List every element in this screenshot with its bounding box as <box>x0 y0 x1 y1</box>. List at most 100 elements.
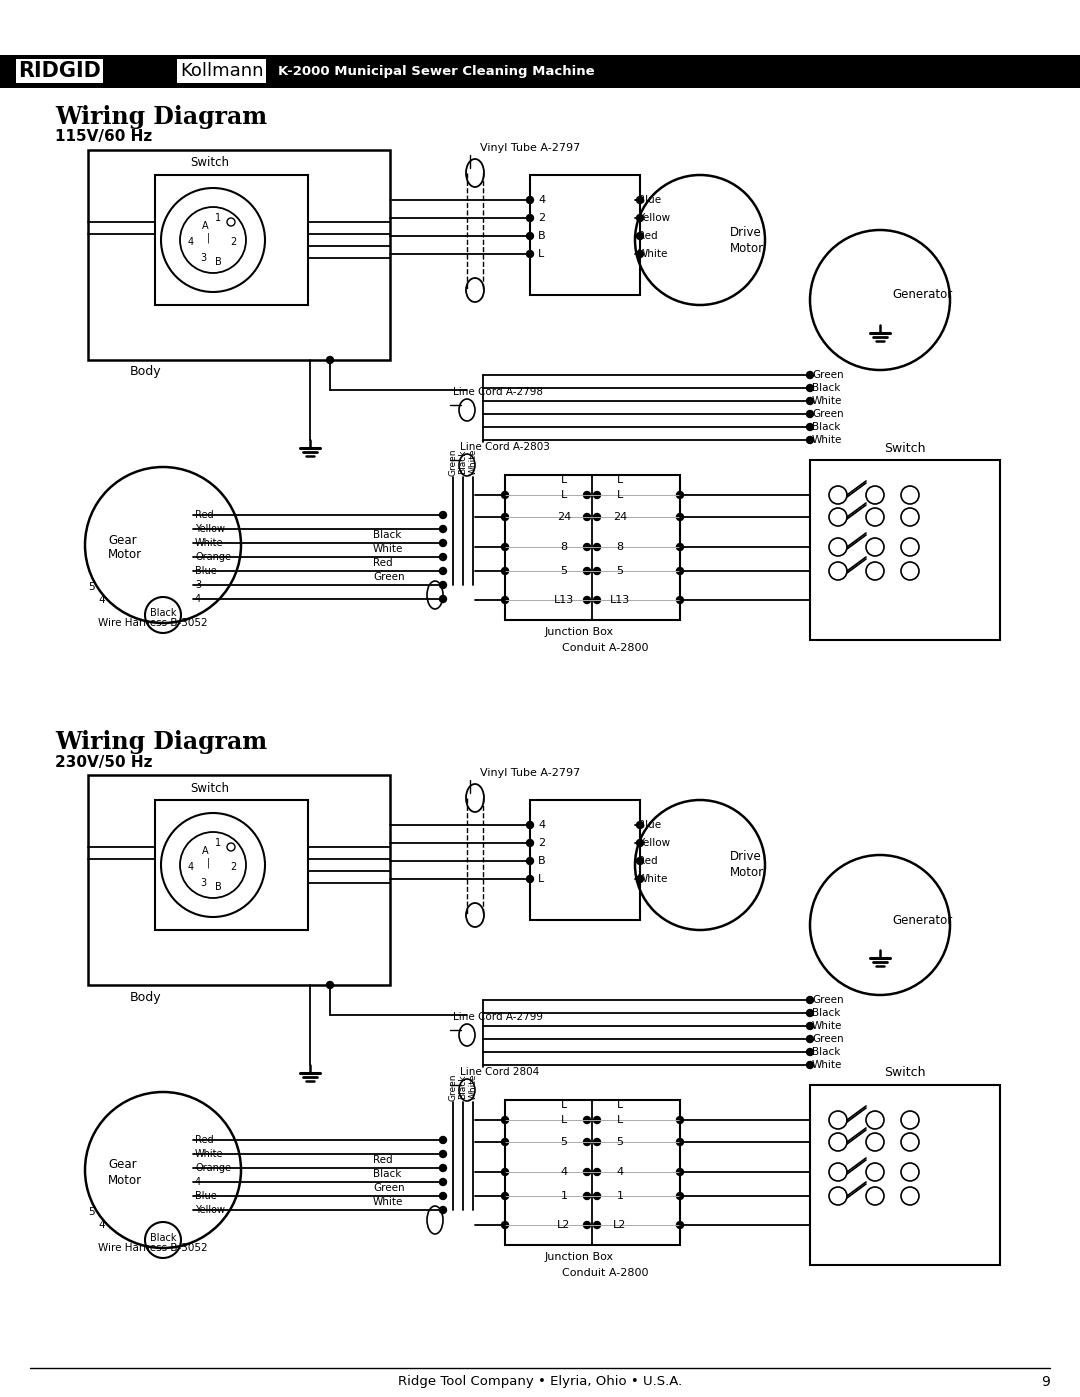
Circle shape <box>676 1168 684 1175</box>
Circle shape <box>583 1139 591 1146</box>
Text: Switch: Switch <box>190 156 229 169</box>
Text: Red: Red <box>638 231 658 242</box>
Circle shape <box>527 215 534 222</box>
Circle shape <box>583 492 591 499</box>
Text: |: | <box>206 858 210 869</box>
Circle shape <box>326 982 334 989</box>
Text: Generator: Generator <box>892 289 953 302</box>
Circle shape <box>636 232 644 239</box>
Text: Line Cord A-2798: Line Cord A-2798 <box>453 387 543 397</box>
Circle shape <box>501 1139 509 1146</box>
Text: Gear: Gear <box>108 534 137 546</box>
Text: 4: 4 <box>98 595 105 605</box>
Circle shape <box>676 567 684 574</box>
Polygon shape <box>270 57 1070 87</box>
Circle shape <box>440 1165 446 1172</box>
Text: Red: Red <box>195 510 214 520</box>
Circle shape <box>440 525 446 532</box>
Text: Green: Green <box>812 995 843 1004</box>
Text: 5: 5 <box>87 1207 95 1217</box>
Text: 115V/60 Hz: 115V/60 Hz <box>55 130 152 144</box>
Text: 4: 4 <box>538 196 545 205</box>
Text: White: White <box>638 249 669 258</box>
Text: 8: 8 <box>617 542 623 552</box>
Circle shape <box>527 821 534 828</box>
Circle shape <box>594 1221 600 1228</box>
Text: Conduit A-2800: Conduit A-2800 <box>562 1268 648 1278</box>
Circle shape <box>636 840 644 847</box>
Text: Yellow: Yellow <box>195 1206 225 1215</box>
Circle shape <box>583 1168 591 1175</box>
Text: 230V/50 Hz: 230V/50 Hz <box>55 754 152 770</box>
Text: Blue: Blue <box>195 1192 217 1201</box>
Circle shape <box>501 567 509 574</box>
Circle shape <box>440 511 446 518</box>
Circle shape <box>440 581 446 588</box>
Text: Black: Black <box>150 608 176 617</box>
Circle shape <box>636 876 644 883</box>
Circle shape <box>807 436 813 443</box>
Text: 4: 4 <box>561 1166 568 1178</box>
Circle shape <box>807 996 813 1003</box>
Text: B: B <box>215 257 221 267</box>
Circle shape <box>594 492 600 499</box>
Text: 4: 4 <box>538 820 545 830</box>
Text: Orange: Orange <box>195 552 231 562</box>
Circle shape <box>636 821 644 828</box>
Text: White: White <box>812 395 842 407</box>
Circle shape <box>594 1168 600 1175</box>
Text: Green: Green <box>448 448 458 476</box>
Circle shape <box>676 1116 684 1123</box>
Circle shape <box>527 858 534 865</box>
Text: White: White <box>195 1148 224 1160</box>
Text: Generator: Generator <box>892 914 953 926</box>
Text: White: White <box>469 448 477 475</box>
Text: Green: Green <box>373 571 405 583</box>
Text: Red: Red <box>638 856 658 866</box>
Text: Blue: Blue <box>195 566 217 576</box>
Text: L: L <box>538 875 544 884</box>
Text: L: L <box>617 1115 623 1125</box>
Circle shape <box>583 567 591 574</box>
Circle shape <box>440 595 446 602</box>
Text: Red: Red <box>195 1134 214 1146</box>
Text: Motor: Motor <box>730 242 765 254</box>
Circle shape <box>440 567 446 574</box>
Text: Wire Harness B-3052: Wire Harness B-3052 <box>98 1243 207 1253</box>
Text: Switch: Switch <box>885 1066 926 1080</box>
Text: 1: 1 <box>561 1192 567 1201</box>
Text: Black: Black <box>812 422 840 432</box>
Text: Yellow: Yellow <box>195 524 225 534</box>
Text: Blue: Blue <box>638 820 661 830</box>
Text: 3: 3 <box>200 253 206 263</box>
Text: L: L <box>538 249 544 258</box>
Circle shape <box>501 514 509 521</box>
Text: Yellow: Yellow <box>638 212 670 224</box>
Circle shape <box>636 250 644 257</box>
Text: 1: 1 <box>215 212 221 224</box>
Text: 3: 3 <box>200 877 206 888</box>
Text: Yellow: Yellow <box>638 838 670 848</box>
Text: Black: Black <box>373 529 402 541</box>
Text: B: B <box>538 856 545 866</box>
Text: 2: 2 <box>538 838 545 848</box>
Text: 5: 5 <box>561 566 567 576</box>
Circle shape <box>583 1116 591 1123</box>
Text: Black: Black <box>812 383 840 393</box>
Text: Junction Box: Junction Box <box>545 1252 615 1261</box>
Text: White: White <box>373 543 403 555</box>
Text: |: | <box>206 233 210 243</box>
Text: Vinyl Tube A-2797: Vinyl Tube A-2797 <box>480 142 580 154</box>
Circle shape <box>676 1193 684 1200</box>
Text: 4: 4 <box>195 1178 201 1187</box>
Circle shape <box>594 1193 600 1200</box>
Text: Black: Black <box>459 1074 468 1099</box>
Circle shape <box>594 597 600 604</box>
Text: L: L <box>561 490 567 500</box>
Text: White: White <box>812 1021 842 1031</box>
Circle shape <box>501 1168 509 1175</box>
Text: Red: Red <box>373 557 393 569</box>
Text: Gear: Gear <box>108 1158 137 1172</box>
Circle shape <box>527 876 534 883</box>
Circle shape <box>440 553 446 560</box>
